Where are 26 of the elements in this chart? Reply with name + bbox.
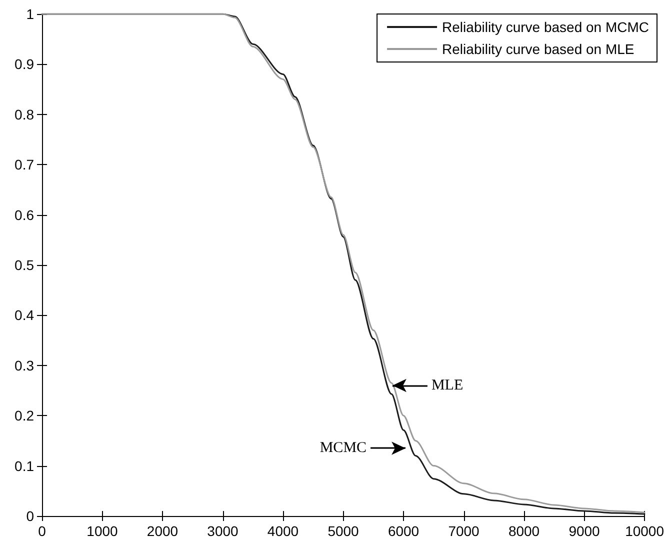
x-tick-label: 10000: [625, 523, 664, 539]
y-tick-label: 0.5: [14, 257, 34, 273]
x-tick-label: 1000: [86, 523, 118, 539]
x-tick-label: 8000: [508, 523, 540, 539]
x-tick-label: 5000: [328, 523, 360, 539]
y-tick-label: 0.3: [14, 357, 34, 374]
y-tick-label: 0.2: [14, 408, 34, 424]
x-tick-label: 7000: [448, 523, 480, 539]
legend-label: Reliability curve based on MCMC: [442, 19, 650, 35]
x-tick-label: 0: [38, 523, 46, 539]
x-tick-label: 4000: [267, 523, 299, 539]
y-tick-label: 1: [26, 6, 34, 22]
x-tick-label: 3000: [207, 523, 239, 539]
y-tick-label: 0: [26, 508, 34, 524]
y-tick-label: 0.8: [14, 106, 34, 122]
annotation: MCMC: [320, 440, 367, 456]
legend-label: Reliability curve based on MLE: [442, 41, 634, 57]
y-tick-label: 0.4: [14, 307, 34, 324]
x-tick-label: 9000: [568, 523, 600, 539]
x-tick-label: 2000: [146, 523, 178, 539]
x-tick-label: 6000: [388, 523, 420, 539]
y-tick-label: 0.7: [14, 156, 34, 173]
annotation: MLE: [431, 377, 464, 394]
y-tick-label: 0.6: [14, 206, 34, 223]
y-tick-label: 0.9: [14, 56, 34, 72]
y-tick-label: 0.1: [14, 458, 34, 474]
